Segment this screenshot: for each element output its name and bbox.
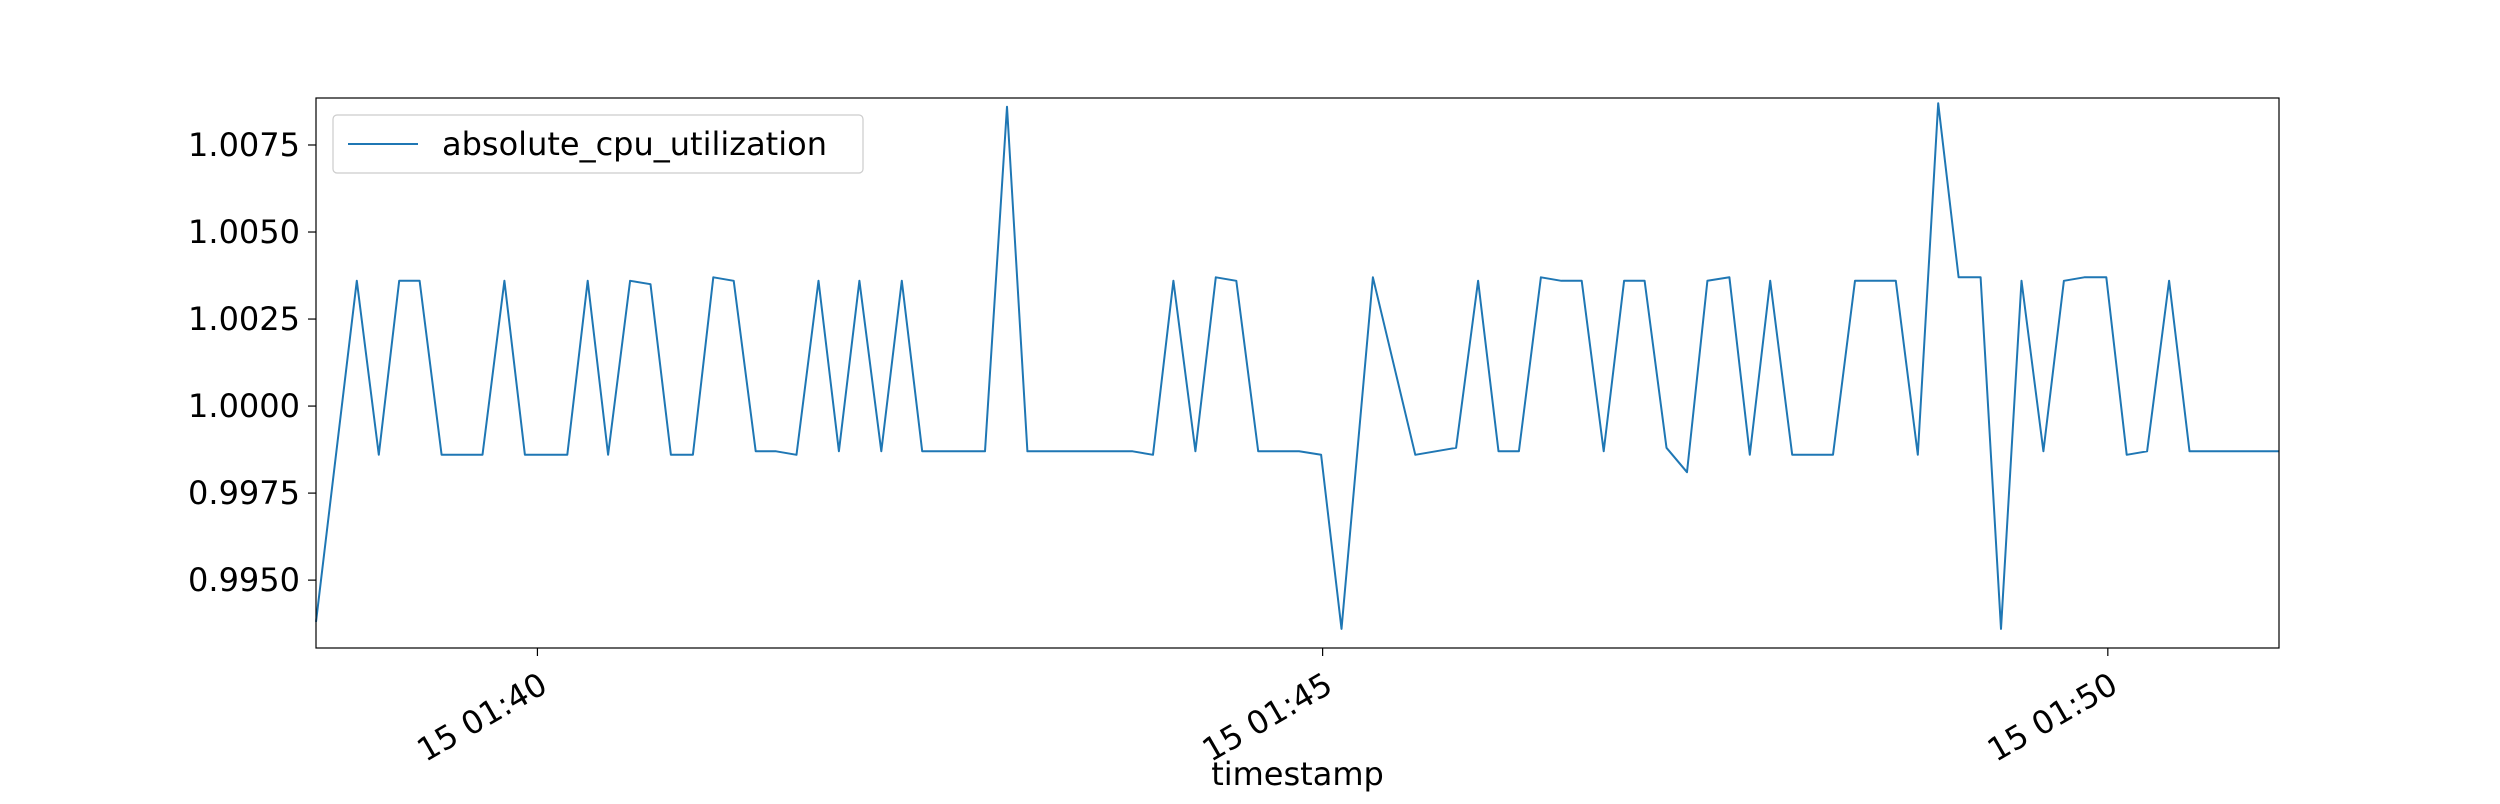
y-tick-label: 0.9950 bbox=[188, 561, 300, 599]
x-axis: 15 01:40 15 01:45 15 01:50 bbox=[410, 648, 2124, 769]
legend-box bbox=[332, 114, 864, 174]
y-tick-label: 0.9975 bbox=[188, 474, 300, 512]
x-tick-label: 15 01:45 bbox=[1196, 665, 1339, 769]
series-line-0 bbox=[315, 102, 2279, 630]
x-tick-label: 15 01:50 bbox=[1981, 665, 2124, 769]
legend-label: absolute_cpu_utilization bbox=[442, 125, 827, 163]
y-tick-label: 1.0050 bbox=[188, 213, 300, 251]
x-tick-label: 15 01:40 bbox=[410, 665, 553, 769]
y-tick-label: 1.0000 bbox=[188, 387, 300, 425]
plot-area-frame bbox=[315, 97, 2280, 649]
y-tick-label: 1.0025 bbox=[188, 300, 300, 338]
plot-content bbox=[315, 102, 2279, 630]
legend: absolute_cpu_utilization bbox=[332, 114, 864, 174]
y-axis: 0.9950 0.9975 1.0000 1.0025 1.0050 1.0075 bbox=[188, 126, 316, 599]
x-axis-label: timestamp bbox=[1211, 755, 1384, 793]
y-tick-label: 1.0075 bbox=[188, 126, 300, 164]
